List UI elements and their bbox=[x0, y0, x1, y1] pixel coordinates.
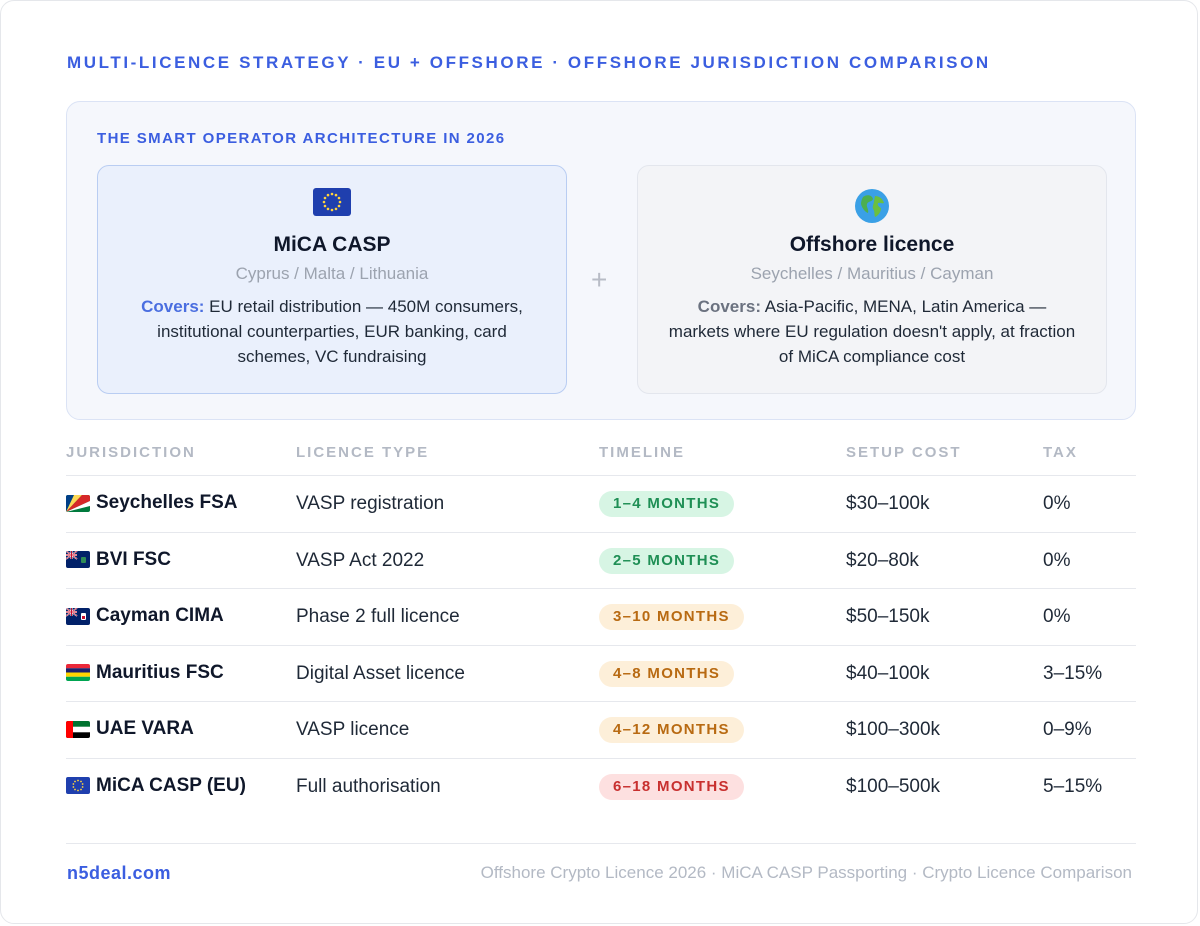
mauritius-flag-icon bbox=[66, 664, 90, 681]
timeline-badge: 3–10 MONTHS bbox=[599, 604, 744, 630]
table-row: UAE VARA VASP licence 4–12 MONTHS $100–3… bbox=[66, 702, 1136, 759]
table-row: Seychelles FSA VASP registration 1–4 MON… bbox=[66, 476, 1136, 533]
licence-type: VASP Act 2022 bbox=[296, 549, 425, 571]
jurisdiction-name: MiCA CASP (EU) bbox=[96, 774, 246, 796]
setup-cost: $20–80k bbox=[846, 549, 919, 571]
jurisdiction-cell: UAE VARA bbox=[66, 718, 194, 740]
tax-rate: 5–15% bbox=[1043, 775, 1103, 797]
plus-sign: + bbox=[591, 264, 608, 295]
covers-text: Asia-Pacific, MENA, Latin America — mark… bbox=[668, 297, 1076, 366]
timeline-badge: 4–8 MONTHS bbox=[599, 660, 735, 687]
mica-casp-panel: MiCA CASP Cyprus / Malta / Lithuania Cov… bbox=[97, 165, 567, 394]
jurisdiction-cell: Mauritius FSC bbox=[66, 662, 224, 684]
architecture-title: THE SMART OPERATOR ARCHITECTURE IN 2026 bbox=[97, 130, 506, 147]
jurisdiction-cell: Cayman CIMA bbox=[66, 605, 224, 627]
timeline-badge: 2–5 MONTHS bbox=[599, 547, 735, 574]
jurisdiction-name: Mauritius FSC bbox=[96, 661, 224, 683]
timeline-badge: 4–12 MONTHS bbox=[599, 717, 744, 743]
column-header-licence-type: LICENCE TYPE bbox=[296, 444, 430, 461]
footer-tags: Offshore Crypto Licence 2026 · MiCA CASP… bbox=[480, 863, 1132, 882]
jurisdiction-table: JURISDICTION LICENCE TYPE TIMELINE SETUP… bbox=[66, 438, 1136, 815]
setup-cost: $100–500k bbox=[846, 775, 941, 797]
setup-cost: $50–150k bbox=[846, 606, 930, 627]
uae-flag-icon bbox=[66, 720, 90, 738]
footer-divider bbox=[66, 843, 1136, 844]
offshore-licence-subtitle: Seychelles / Mauritius / Cayman bbox=[750, 264, 994, 283]
column-header-timeline: TIMELINE bbox=[599, 444, 685, 461]
offshore-licence-title: Offshore licence bbox=[789, 233, 955, 256]
page-kicker: MULTI-LICENCE STRATEGY · EU + OFFSHORE ·… bbox=[67, 53, 991, 72]
table-row: BVI FSC VASP Act 2022 2–5 MONTHS $20–80k… bbox=[66, 533, 1136, 589]
licence-type: Digital Asset licence bbox=[296, 662, 465, 684]
architecture-box: THE SMART OPERATOR ARCHITECTURE IN 2026 … bbox=[66, 101, 1136, 420]
mica-casp-title: MiCA CASP bbox=[273, 233, 391, 256]
footer-site-link[interactable]: n5deal.com bbox=[67, 863, 172, 883]
tax-rate: 0–9% bbox=[1043, 719, 1092, 740]
jurisdiction-name: UAE VARA bbox=[96, 718, 194, 739]
column-header-jurisdiction: JURISDICTION bbox=[66, 444, 196, 461]
covers-text: EU retail distribution — 450M consumers,… bbox=[157, 297, 523, 366]
offshore-licence-description: Covers: Asia-Pacific, MENA, Latin Americ… bbox=[668, 294, 1076, 369]
seychelles-flag-icon bbox=[66, 494, 90, 512]
mica-casp-description: Covers: EU retail distribution — 450M co… bbox=[128, 294, 536, 369]
licence-type: VASP licence bbox=[296, 719, 410, 740]
globe-icon bbox=[638, 188, 1106, 228]
jurisdiction-name: Seychelles FSA bbox=[96, 492, 238, 513]
table-header: JURISDICTION LICENCE TYPE TIMELINE SETUP… bbox=[66, 438, 1136, 476]
setup-cost: $30–100k bbox=[846, 493, 930, 514]
timeline-badge: 1–4 MONTHS bbox=[599, 491, 735, 517]
licence-type: Phase 2 full licence bbox=[296, 606, 460, 627]
tax-rate: 0% bbox=[1043, 493, 1071, 514]
cayman-flag-icon bbox=[66, 607, 90, 625]
mica-casp-subtitle: Cyprus / Malta / Lithuania bbox=[235, 264, 429, 283]
column-header-setup-cost: SETUP COST bbox=[846, 444, 962, 461]
setup-cost: $40–100k bbox=[846, 662, 930, 684]
covers-label: Covers: bbox=[141, 297, 205, 316]
setup-cost: $100–300k bbox=[846, 719, 941, 740]
covers-label: Covers: bbox=[697, 297, 761, 316]
tax-rate: 0% bbox=[1043, 606, 1071, 627]
jurisdiction-name: BVI FSC bbox=[96, 548, 171, 570]
licence-type: Full authorisation bbox=[296, 775, 441, 797]
bvi-flag-icon bbox=[66, 551, 90, 568]
tax-rate: 3–15% bbox=[1043, 662, 1103, 684]
table-row: MiCA CASP (EU) Full authorisation 6–18 M… bbox=[66, 759, 1136, 816]
tax-rate: 0% bbox=[1043, 549, 1071, 571]
eu-flag-icon bbox=[98, 188, 566, 228]
column-header-tax: TAX bbox=[1043, 444, 1078, 461]
table-row: Mauritius FSC Digital Asset licence 4–8 … bbox=[66, 646, 1136, 702]
jurisdiction-cell: BVI FSC bbox=[66, 549, 171, 571]
table-row: Cayman CIMA Phase 2 full licence 3–10 MO… bbox=[66, 589, 1136, 646]
jurisdiction-name: Cayman CIMA bbox=[96, 605, 224, 626]
eu-flag-icon bbox=[66, 777, 90, 794]
offshore-licence-panel: Offshore licence Seychelles / Mauritius … bbox=[637, 165, 1107, 394]
jurisdiction-cell: Seychelles FSA bbox=[66, 492, 238, 514]
licence-type: VASP registration bbox=[296, 493, 445, 514]
jurisdiction-cell: MiCA CASP (EU) bbox=[66, 775, 246, 797]
timeline-badge: 6–18 MONTHS bbox=[599, 773, 744, 800]
